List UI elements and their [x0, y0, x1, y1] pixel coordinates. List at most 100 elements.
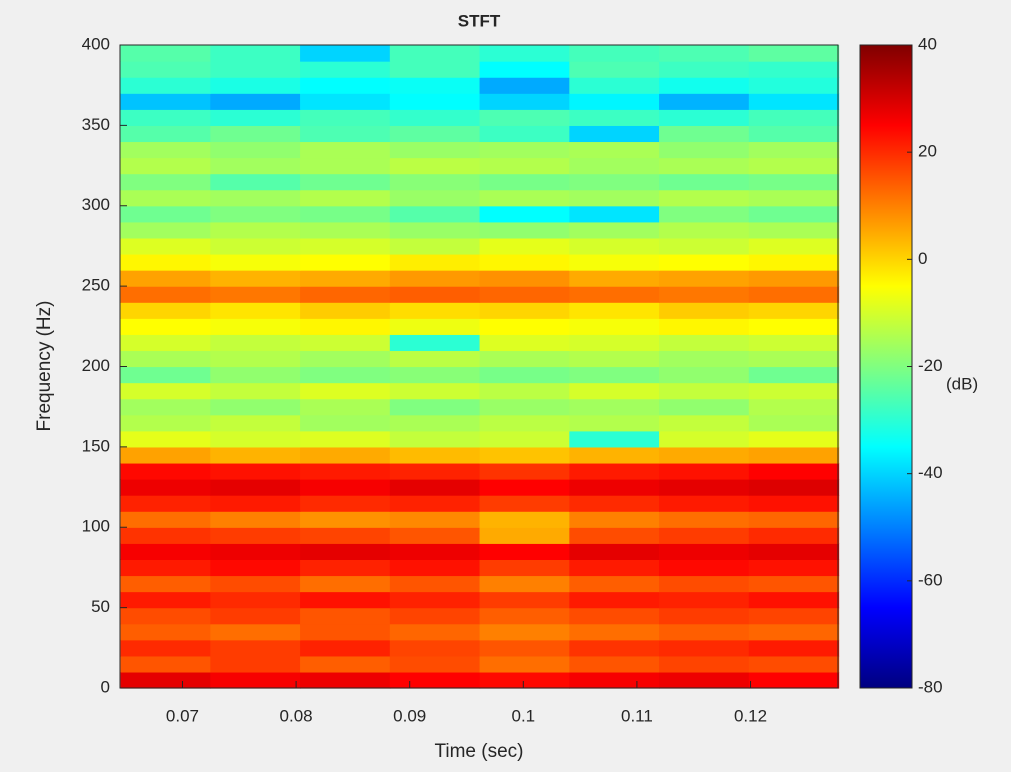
heatmap-cell: [479, 511, 570, 528]
heatmap-cell: [479, 173, 570, 191]
heatmap-cell: [569, 639, 660, 657]
heatmap-cell: [748, 205, 840, 223]
heatmap-cell: [210, 382, 301, 400]
heatmap-cell: [569, 157, 660, 175]
heatmap-cell: [210, 414, 301, 432]
heatmap-cell: [748, 77, 840, 94]
heatmap-cell: [389, 93, 481, 110]
colorbar-tick-label: -60: [918, 570, 943, 589]
heatmap-cell: [389, 527, 481, 544]
heatmap-cell: [479, 318, 570, 335]
heatmap-cell: [479, 302, 570, 319]
heatmap-cell: [659, 671, 750, 689]
heatmap-cell: [748, 237, 840, 255]
heatmap-cell: [389, 575, 481, 593]
colorbar: [859, 44, 913, 689]
heatmap-cell: [748, 479, 840, 496]
heatmap-cell: [120, 655, 211, 673]
heatmap-cell: [748, 446, 840, 464]
heatmap-cell: [389, 446, 481, 464]
heatmap-cell: [569, 270, 660, 287]
heatmap-cell: [210, 141, 301, 159]
heatmap-cell: [659, 655, 750, 673]
heatmap-cell: [300, 543, 391, 560]
heatmap-cell: [300, 382, 391, 400]
heatmap-cell: [120, 61, 211, 78]
heatmap-cell: [120, 45, 211, 62]
heatmap-cell: [120, 253, 211, 271]
x-tick-label: 0.07: [166, 706, 199, 725]
heatmap-cell: [748, 350, 840, 368]
heatmap-cell: [748, 334, 840, 352]
x-tick-label: 0.09: [393, 706, 426, 725]
heatmap-cell: [748, 173, 840, 191]
colorbar-tick-label: -20: [918, 356, 943, 375]
heatmap-cell: [300, 237, 391, 255]
heatmap-cell: [748, 430, 840, 448]
heatmap-cell: [210, 334, 301, 352]
heatmap-cell: [120, 157, 211, 175]
y-tick-label: 50: [91, 597, 110, 616]
heatmap-cell: [748, 623, 840, 641]
heatmap-cell: [569, 141, 660, 159]
heatmap-cell: [748, 286, 840, 303]
heatmap-cell: [659, 221, 750, 239]
heatmap-cell: [210, 45, 301, 62]
heatmap-cell: [120, 559, 211, 577]
heatmap-cell: [120, 318, 211, 335]
heatmap-cell: [659, 302, 750, 319]
heatmap-cell: [569, 655, 660, 673]
heatmap-cell: [748, 607, 840, 625]
heatmap-cell: [569, 430, 660, 448]
colorbar-tick-label: 20: [918, 142, 937, 161]
heatmap-cell: [748, 543, 840, 560]
heatmap-cell: [748, 527, 840, 544]
heatmap-cell: [569, 45, 660, 62]
heatmap-cell: [479, 93, 570, 110]
heatmap-cell: [300, 125, 391, 143]
heatmap-cell: [659, 543, 750, 560]
heatmap-cell: [210, 61, 301, 78]
colorbar-label: (dB): [946, 374, 978, 393]
heatmap-cell: [659, 366, 750, 384]
heatmap-cell: [120, 575, 211, 593]
heatmap-cell: [389, 382, 481, 400]
heatmap-cell: [569, 591, 660, 609]
heatmap-cell: [659, 623, 750, 641]
heatmap-cell: [120, 93, 211, 110]
heatmap-cell: [120, 479, 211, 496]
heatmap-cell: [300, 302, 391, 319]
colorbar-tick-label: 40: [918, 34, 937, 53]
heatmap-cell: [389, 61, 481, 78]
heatmap-cell: [659, 189, 750, 207]
heatmap-cell: [300, 623, 391, 641]
heatmap-cell: [569, 382, 660, 400]
x-tick-label: 0.12: [734, 706, 767, 725]
heatmap-cell: [120, 237, 211, 255]
heatmap-cell: [659, 334, 750, 352]
heatmap-cell: [389, 350, 481, 368]
heatmap-cell: [389, 189, 481, 207]
heatmap-cell: [569, 253, 660, 271]
heatmap-cell: [389, 511, 481, 528]
heatmap-cell: [659, 446, 750, 464]
y-tick-label: 300: [82, 195, 110, 214]
heatmap-cell: [479, 253, 570, 271]
heatmap-cell: [659, 527, 750, 544]
heatmap-cell: [479, 543, 570, 560]
heatmap-cell: [569, 446, 660, 464]
heatmap-cell: [479, 623, 570, 641]
heatmap-cell: [389, 205, 481, 223]
heatmap-cell: [479, 334, 570, 352]
heatmap-cell: [120, 302, 211, 319]
heatmap-cell: [479, 446, 570, 464]
heatmap-cell: [389, 109, 481, 126]
heatmap-cell: [748, 125, 840, 143]
heatmap-cell: [300, 414, 391, 432]
heatmap-cell: [569, 366, 660, 384]
heatmap-cell: [569, 61, 660, 78]
heatmap-cell: [659, 414, 750, 432]
y-tick-label: 400: [82, 34, 110, 53]
heatmap-cell: [569, 109, 660, 126]
heatmap-cell: [659, 237, 750, 255]
